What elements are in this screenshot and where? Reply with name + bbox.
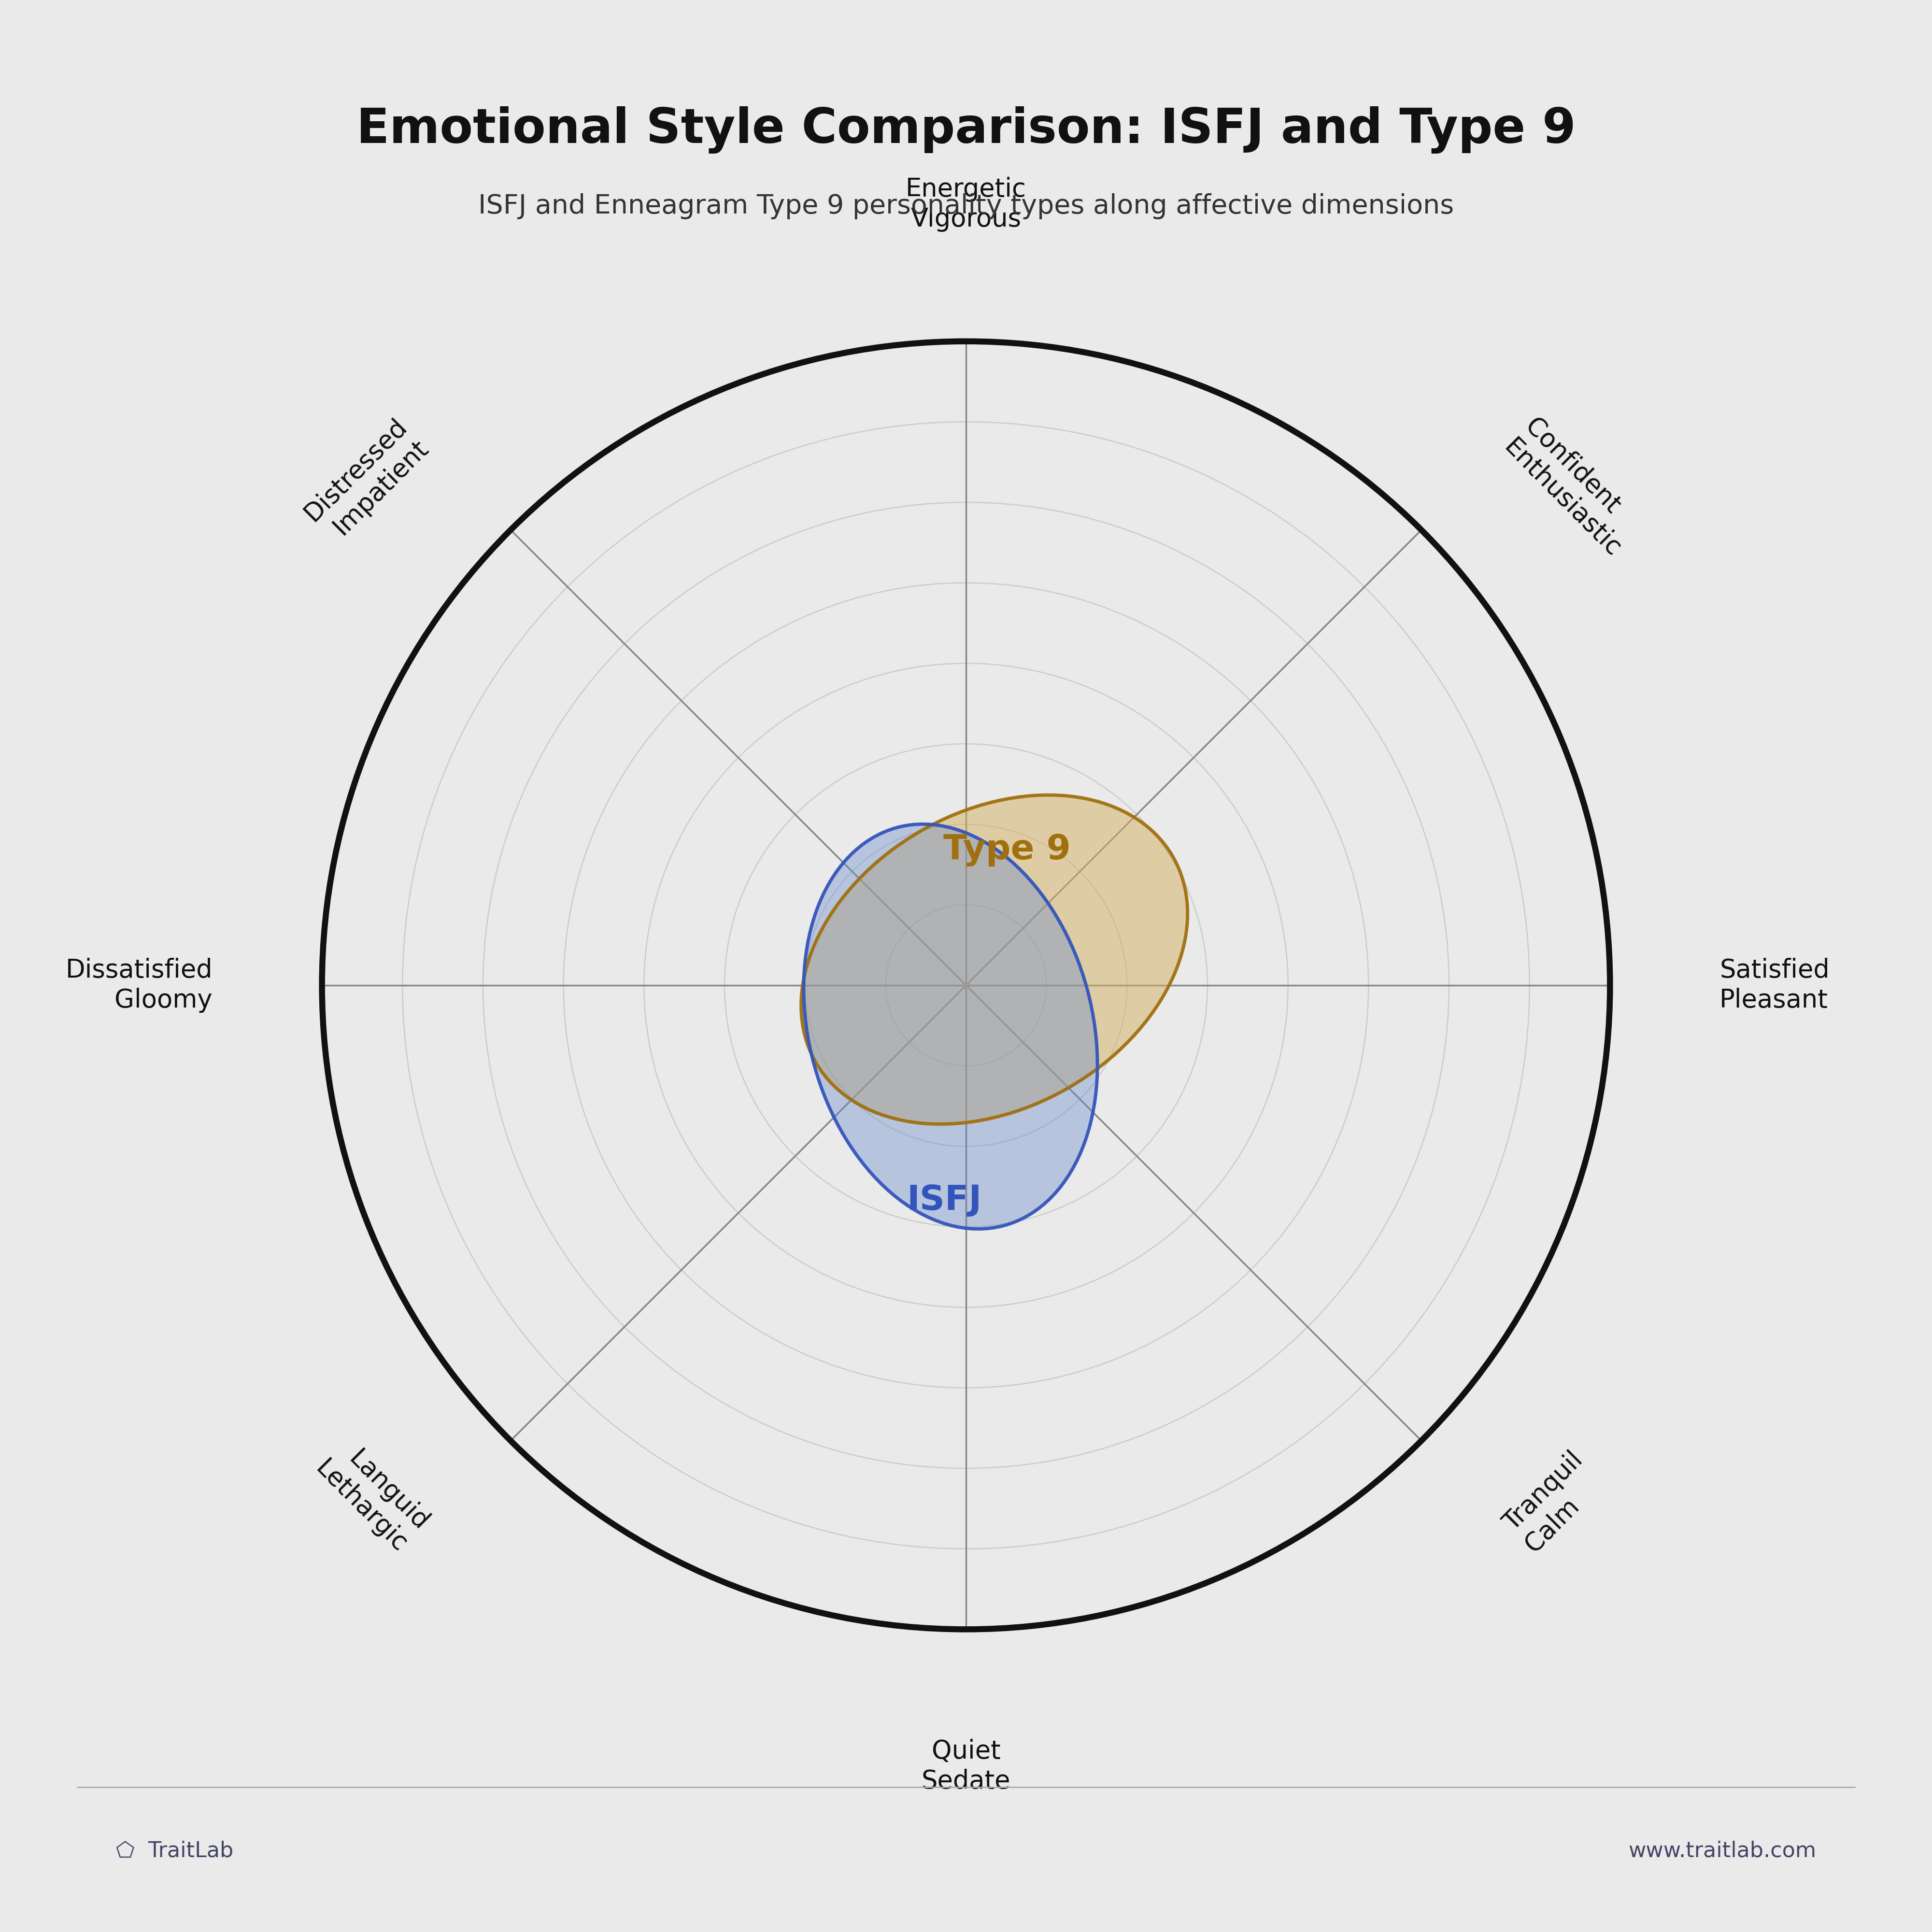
Text: ⬠  TraitLab: ⬠ TraitLab	[116, 1841, 234, 1861]
Ellipse shape	[804, 825, 1097, 1229]
Text: Tranquil
Calm: Tranquil Calm	[1499, 1447, 1609, 1557]
Ellipse shape	[802, 796, 1188, 1124]
Text: Confident
Enthusiastic: Confident Enthusiastic	[1499, 413, 1648, 562]
Text: Dissatisfied
Gloomy: Dissatisfied Gloomy	[66, 958, 213, 1012]
Text: Emotional Style Comparison: ISFJ and Type 9: Emotional Style Comparison: ISFJ and Typ…	[355, 106, 1577, 155]
Text: Languid
Lethargic: Languid Lethargic	[311, 1434, 433, 1557]
Text: Energetic
Vigorous: Energetic Vigorous	[906, 176, 1026, 232]
Text: Satisfied
Pleasant: Satisfied Pleasant	[1719, 958, 1830, 1012]
Text: ISFJ: ISFJ	[906, 1184, 981, 1217]
Text: Quiet
Sedate: Quiet Sedate	[922, 1739, 1010, 1795]
Text: ISFJ and Enneagram Type 9 personality types along affective dimensions: ISFJ and Enneagram Type 9 personality ty…	[477, 193, 1455, 218]
Text: www.traitlab.com: www.traitlab.com	[1629, 1841, 1816, 1861]
Text: Type 9: Type 9	[943, 833, 1070, 867]
Text: Distressed
Impatient: Distressed Impatient	[299, 413, 433, 547]
